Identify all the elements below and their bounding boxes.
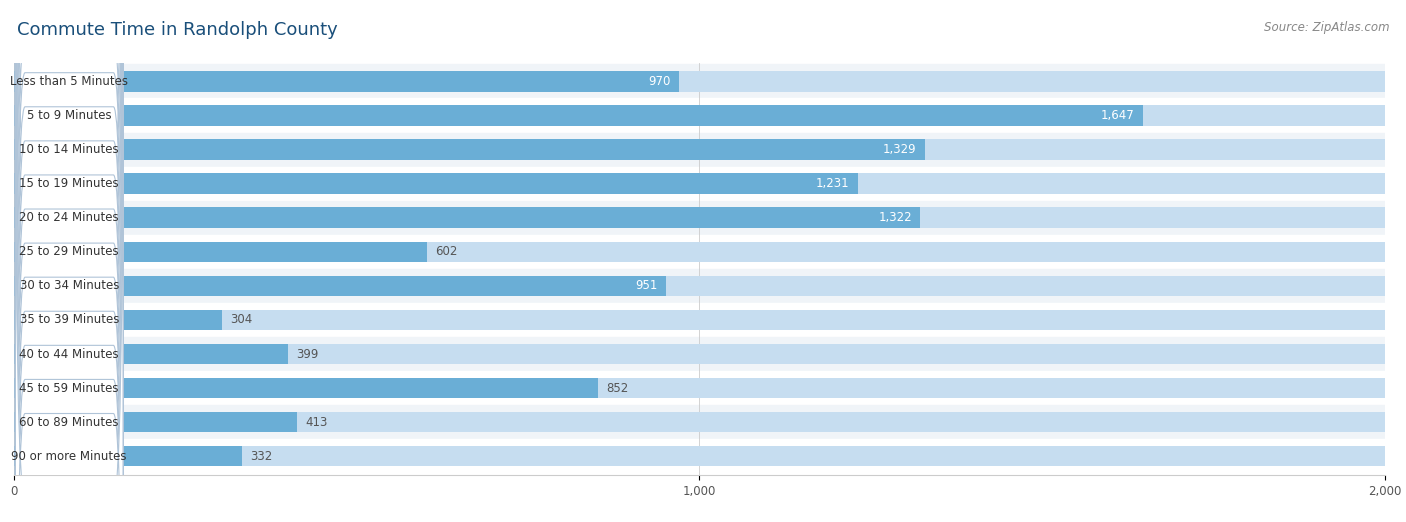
Bar <box>14 303 1385 337</box>
Text: 1,231: 1,231 <box>815 177 849 190</box>
Bar <box>14 105 1143 126</box>
Bar <box>14 242 426 262</box>
Text: 15 to 19 Minutes: 15 to 19 Minutes <box>20 177 120 190</box>
Bar <box>14 405 1385 439</box>
Bar <box>14 105 1385 126</box>
Bar <box>14 64 1385 99</box>
Text: 40 to 44 Minutes: 40 to 44 Minutes <box>20 348 120 361</box>
FancyBboxPatch shape <box>15 0 124 522</box>
Bar <box>14 99 1385 133</box>
Bar <box>14 207 1385 228</box>
FancyBboxPatch shape <box>15 0 124 522</box>
FancyBboxPatch shape <box>15 0 124 516</box>
Bar <box>14 242 1385 262</box>
Bar <box>14 207 920 228</box>
Bar <box>14 378 598 398</box>
Text: 35 to 39 Minutes: 35 to 39 Minutes <box>20 313 120 326</box>
Bar <box>14 139 925 160</box>
Text: 970: 970 <box>648 75 671 88</box>
Text: 5 to 9 Minutes: 5 to 9 Minutes <box>27 109 111 122</box>
Bar <box>14 173 1385 194</box>
FancyBboxPatch shape <box>15 22 124 522</box>
Text: 20 to 24 Minutes: 20 to 24 Minutes <box>20 211 120 224</box>
Bar <box>14 133 1385 167</box>
Text: Source: ZipAtlas.com: Source: ZipAtlas.com <box>1264 21 1389 34</box>
Bar <box>14 276 1385 296</box>
Bar <box>14 344 1385 364</box>
FancyBboxPatch shape <box>15 0 124 522</box>
Text: 332: 332 <box>250 450 273 463</box>
Bar <box>14 71 679 91</box>
Text: 602: 602 <box>434 245 457 258</box>
FancyBboxPatch shape <box>15 0 124 522</box>
Bar <box>14 71 1385 91</box>
Bar <box>14 173 858 194</box>
FancyBboxPatch shape <box>15 0 124 522</box>
Text: 25 to 29 Minutes: 25 to 29 Minutes <box>20 245 120 258</box>
Bar <box>14 412 297 432</box>
Bar <box>14 439 1385 473</box>
Bar <box>14 344 288 364</box>
FancyBboxPatch shape <box>15 0 124 522</box>
Text: 1,322: 1,322 <box>879 211 912 224</box>
Bar <box>14 139 1385 160</box>
Bar <box>14 337 1385 371</box>
FancyBboxPatch shape <box>15 0 124 522</box>
Bar <box>14 310 222 330</box>
Text: Commute Time in Randolph County: Commute Time in Randolph County <box>17 21 337 39</box>
Bar <box>14 446 242 467</box>
Bar <box>14 276 666 296</box>
Text: Less than 5 Minutes: Less than 5 Minutes <box>10 75 128 88</box>
Bar <box>14 269 1385 303</box>
Bar <box>14 235 1385 269</box>
Text: 413: 413 <box>305 416 328 429</box>
Text: 1,329: 1,329 <box>883 143 917 156</box>
Text: 60 to 89 Minutes: 60 to 89 Minutes <box>20 416 120 429</box>
Text: 852: 852 <box>606 382 628 395</box>
Text: 30 to 34 Minutes: 30 to 34 Minutes <box>20 279 120 292</box>
Text: 90 or more Minutes: 90 or more Minutes <box>11 450 127 463</box>
FancyBboxPatch shape <box>15 0 124 522</box>
Bar <box>14 200 1385 235</box>
Text: 45 to 59 Minutes: 45 to 59 Minutes <box>20 382 120 395</box>
Text: 1,647: 1,647 <box>1101 109 1135 122</box>
Bar <box>14 412 1385 432</box>
Bar <box>14 446 1385 467</box>
Bar <box>14 167 1385 200</box>
Bar <box>14 310 1385 330</box>
Text: 951: 951 <box>636 279 658 292</box>
Bar <box>14 378 1385 398</box>
FancyBboxPatch shape <box>15 0 124 522</box>
Text: 399: 399 <box>295 348 318 361</box>
Bar <box>14 371 1385 405</box>
Text: 10 to 14 Minutes: 10 to 14 Minutes <box>20 143 120 156</box>
FancyBboxPatch shape <box>15 0 124 522</box>
Text: 304: 304 <box>231 313 253 326</box>
